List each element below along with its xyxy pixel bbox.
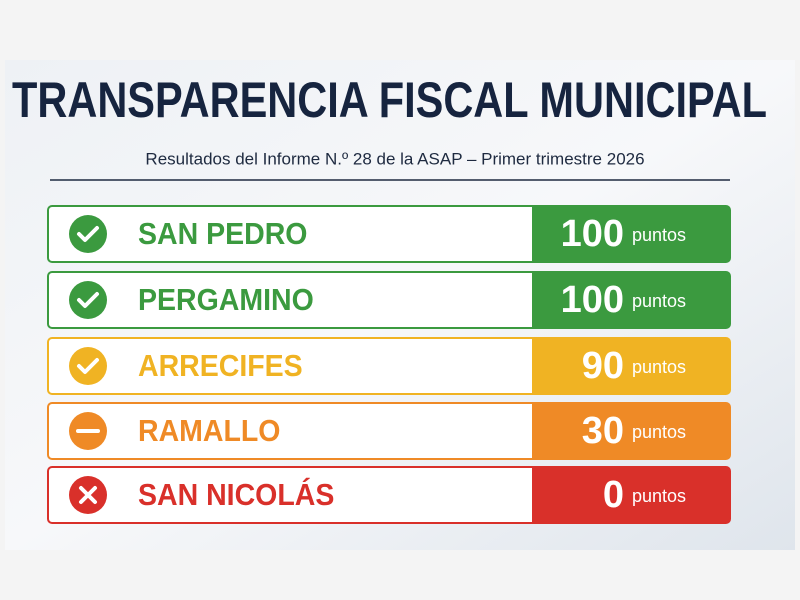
score-unit: puntos: [632, 486, 686, 506]
score-unit: puntos: [632, 225, 686, 245]
rows: SAN PEDRO 100 puntos PERGAMINO 100 puntos ARRE…: [47, 205, 731, 524]
status-icon: [69, 347, 107, 385]
row-name: ARRECIFES: [138, 349, 303, 383]
check-mark: [77, 358, 99, 374]
score: 30: [582, 410, 624, 452]
check-mark: [77, 292, 99, 308]
cross-mark: [79, 486, 97, 504]
score-box: [532, 403, 730, 459]
row-name: RAMALLO: [138, 414, 280, 448]
score-box-edge: [532, 403, 540, 459]
score: 100: [561, 279, 624, 321]
title: TRANSPARENCIA FISCAL MUNICIPAL: [12, 72, 767, 128]
score-unit: puntos: [632, 422, 686, 442]
row-name: SAN PEDRO: [138, 217, 307, 251]
score: 100: [561, 213, 624, 255]
score-box-edge: [532, 272, 540, 328]
score-box-edge: [532, 338, 540, 394]
score-box: [532, 467, 730, 523]
score-unit: puntos: [632, 291, 686, 311]
score-box-edge: [532, 467, 540, 523]
check-mark: [77, 226, 99, 242]
score: 90: [582, 345, 624, 387]
score: 0: [603, 474, 624, 516]
score-unit: puntos: [632, 357, 686, 377]
score-box-edge: [532, 206, 540, 262]
score-box: [532, 338, 730, 394]
row-name: SAN NICOLÁS: [138, 477, 334, 512]
row-name: PERGAMINO: [138, 283, 314, 317]
score-box: [532, 272, 730, 328]
score-box: [532, 206, 730, 262]
subtitle: Resultados del Informe N.º 28 de la ASAP…: [145, 149, 644, 168]
status-icon: [69, 215, 107, 253]
status-icon: [69, 281, 107, 319]
